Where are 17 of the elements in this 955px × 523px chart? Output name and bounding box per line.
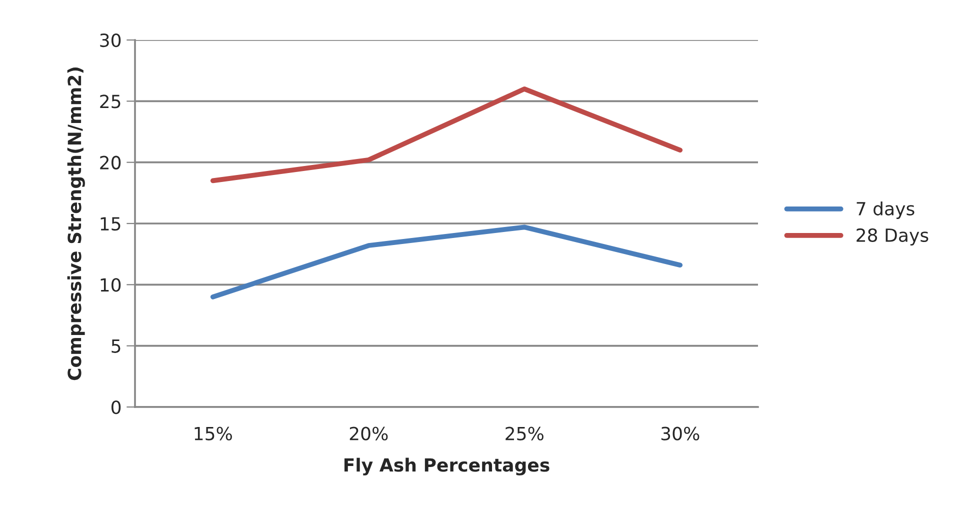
line-series xyxy=(210,224,683,300)
y-tick-label: 5 xyxy=(112,340,120,353)
y-axis-title: Compressive Strength(N/mm2) xyxy=(67,68,85,380)
y-tick-label: 15 xyxy=(100,217,120,231)
x-tick-label: 15% xyxy=(194,426,232,440)
y-tick-label: 25 xyxy=(100,94,120,108)
x-axis-title: Fly Ash Percentages xyxy=(344,458,550,476)
legend-label: 28 Days xyxy=(856,228,928,246)
y-tick-label: 0 xyxy=(112,400,121,414)
y-tick-label: 10 xyxy=(100,278,121,292)
line-series xyxy=(210,86,683,184)
legend-label: 7 days xyxy=(856,202,914,219)
x-tick-label: 25% xyxy=(506,426,544,440)
x-tick-label: 30% xyxy=(661,426,700,440)
y-tick-label: 30 xyxy=(100,33,121,48)
y-tick-label: 20 xyxy=(100,156,121,170)
x-tick-label: 20% xyxy=(350,426,388,440)
